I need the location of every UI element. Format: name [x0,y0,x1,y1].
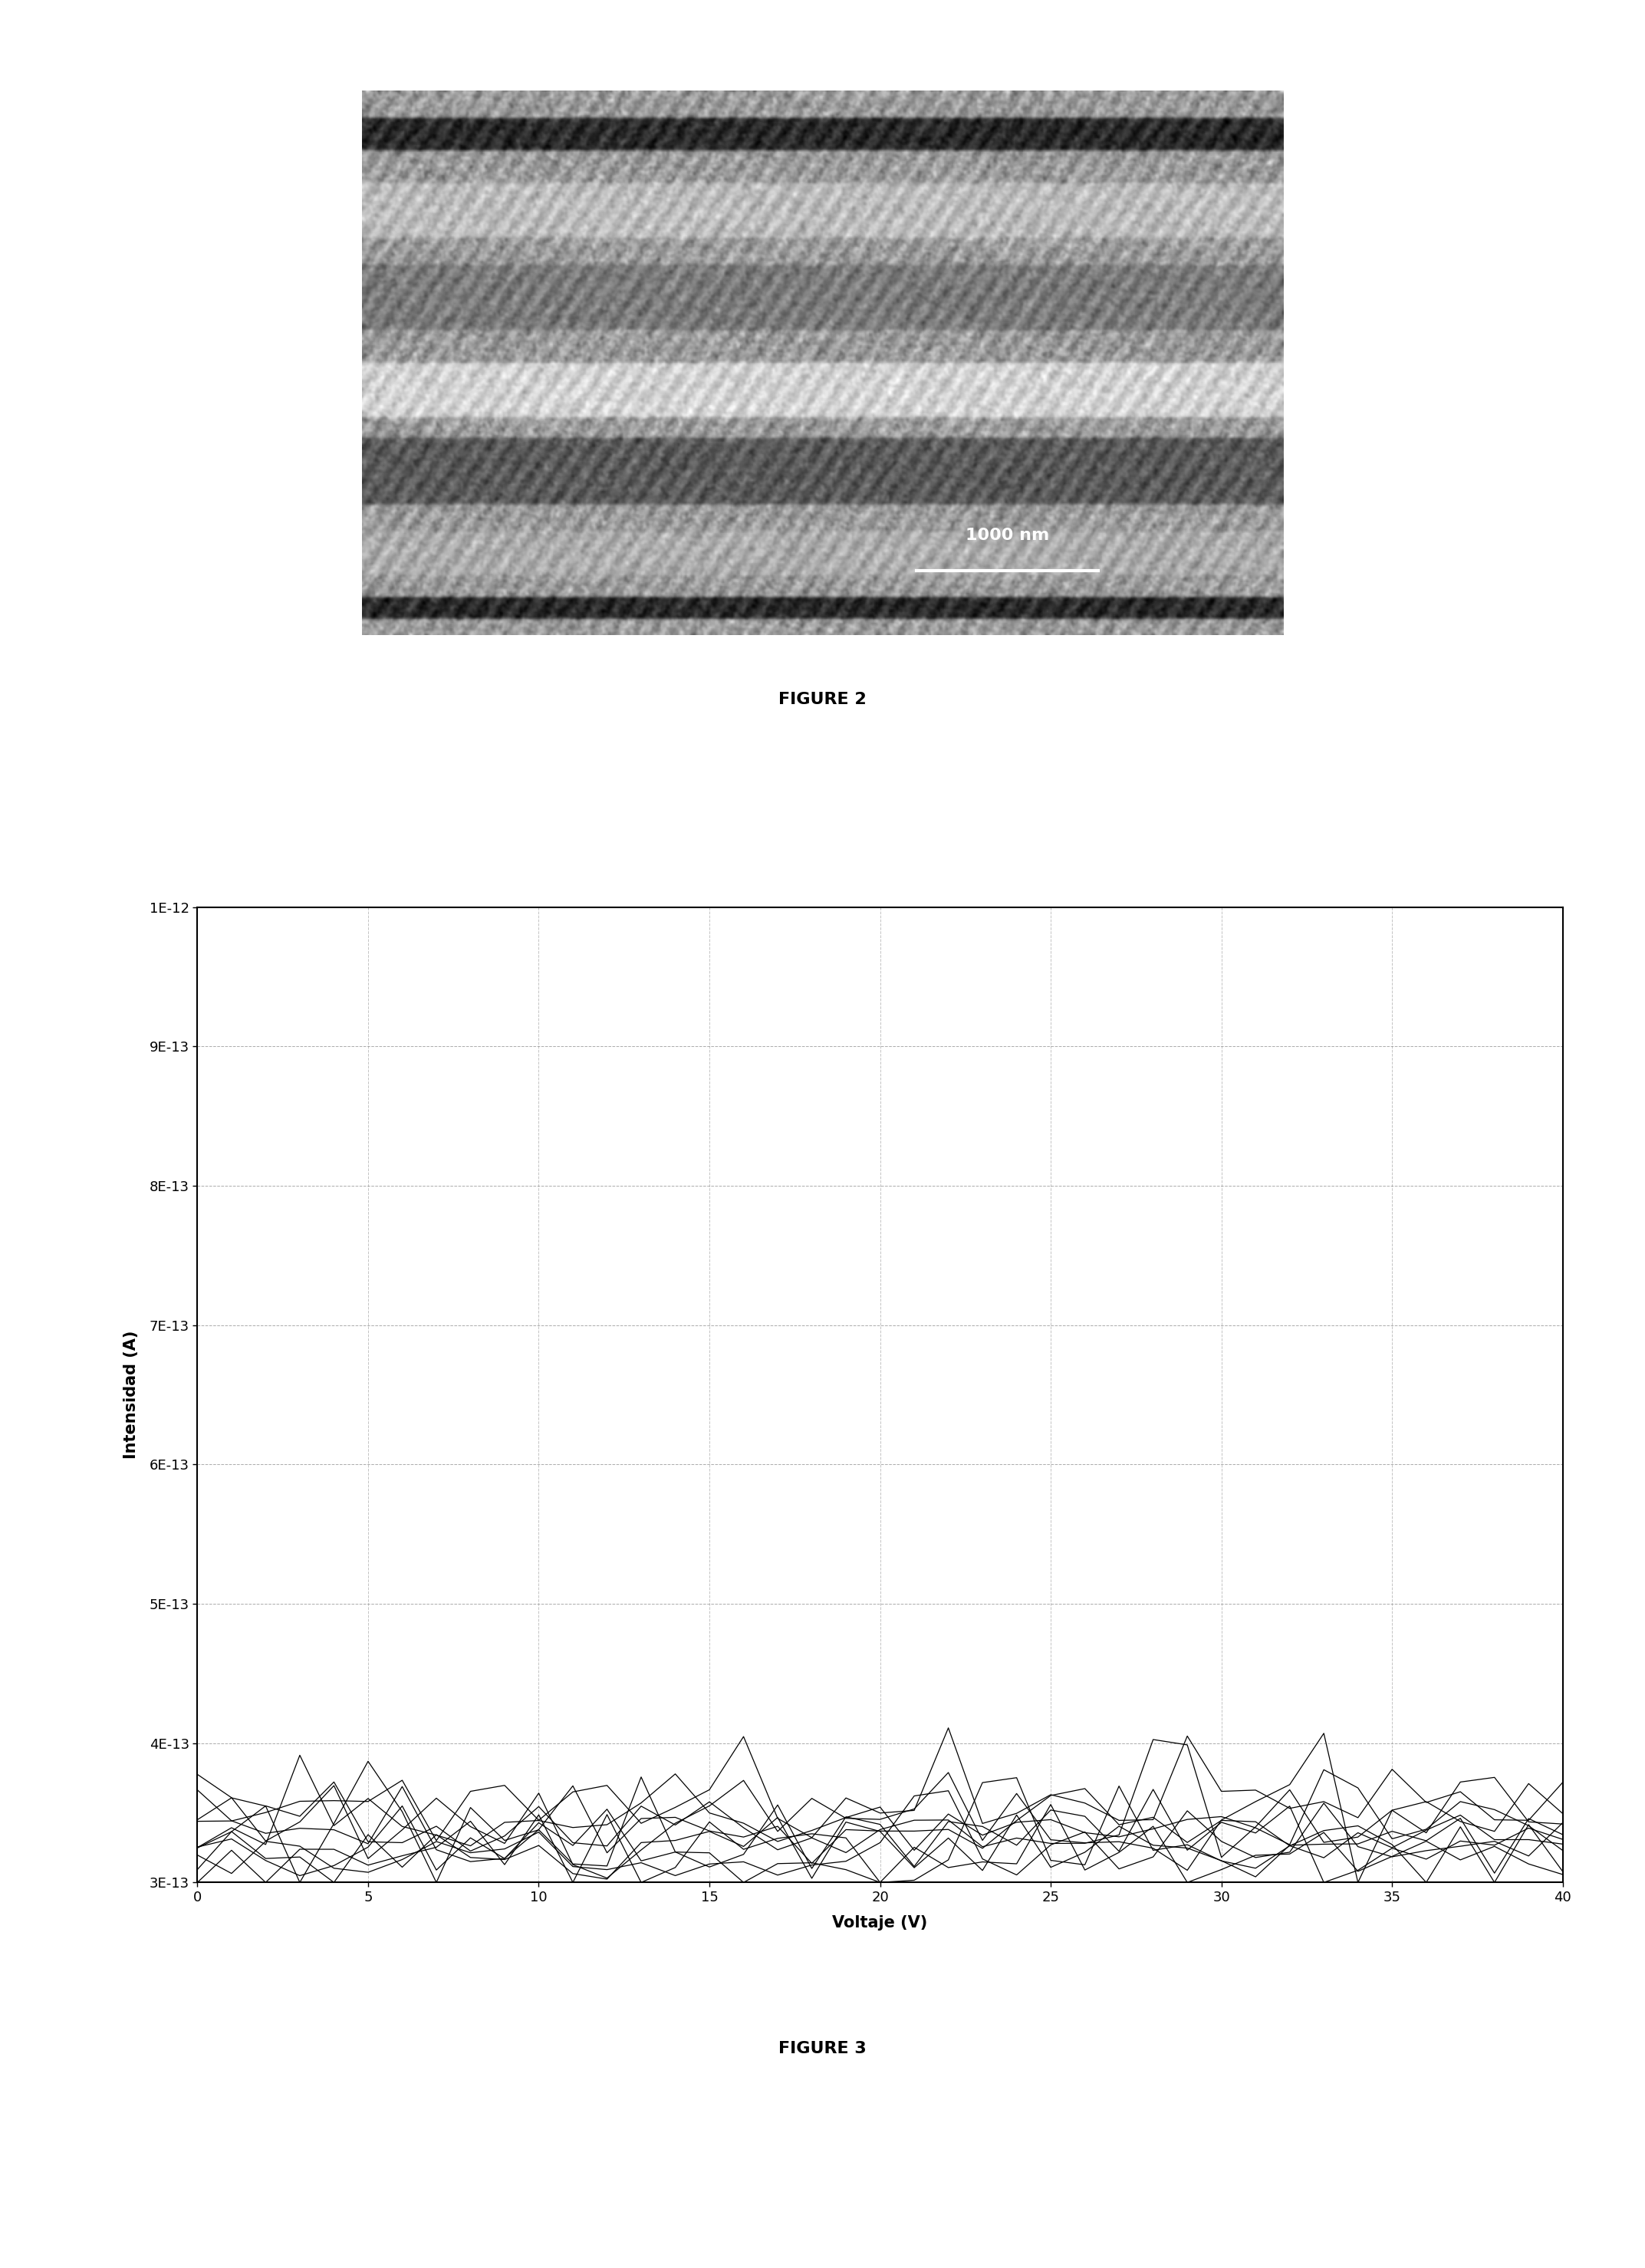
Text: FIGURE 3: FIGURE 3 [778,2041,867,2057]
Text: FIGURE 2: FIGURE 2 [778,692,867,708]
Text: 1000 nm: 1000 nm [966,528,1050,544]
X-axis label: Voltaje (V): Voltaje (V) [832,1914,928,1930]
Y-axis label: Intensidad (A): Intensidad (A) [123,1331,138,1458]
